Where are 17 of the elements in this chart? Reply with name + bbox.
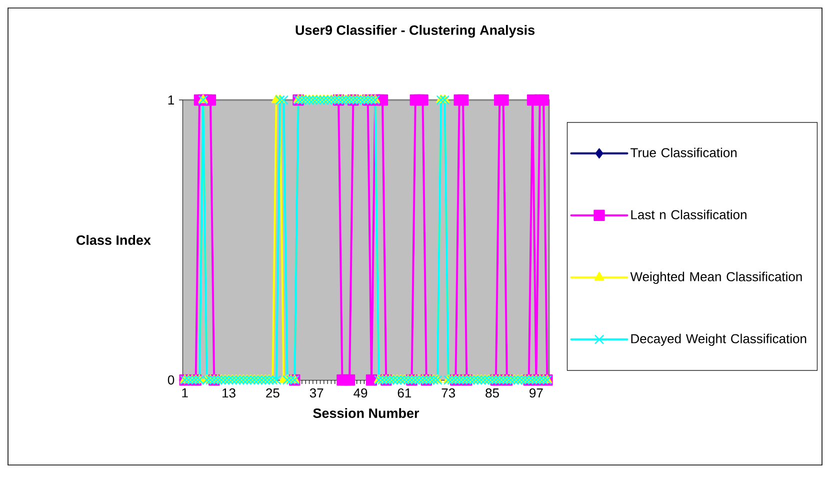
- x-tick-label: 37: [310, 388, 324, 398]
- x-tick-label: 73: [442, 388, 456, 398]
- legend-label: True Classification: [630, 148, 737, 158]
- legend-label: Last n Classification: [631, 210, 746, 220]
- legend-label: Decayed Weight Classification: [631, 334, 806, 346]
- legend-label: Weighted Mean Classification: [630, 272, 802, 284]
- x-tick-label: 49: [354, 388, 368, 398]
- x-tick-label: 25: [266, 388, 280, 398]
- x-tick-label: 61: [398, 388, 412, 398]
- x-tick-label: 1: [182, 388, 188, 398]
- x-tick-label: 13: [222, 388, 236, 398]
- x-tick-label: 85: [486, 388, 499, 398]
- y-axis-title: Class Index: [76, 235, 151, 245]
- x-tick-label: 97: [530, 388, 543, 398]
- chart-title: User9 Classifier - Clustering Analysis: [296, 25, 535, 38]
- y-tick-label: 0: [168, 375, 174, 385]
- x-axis-title: Session Number: [313, 408, 420, 418]
